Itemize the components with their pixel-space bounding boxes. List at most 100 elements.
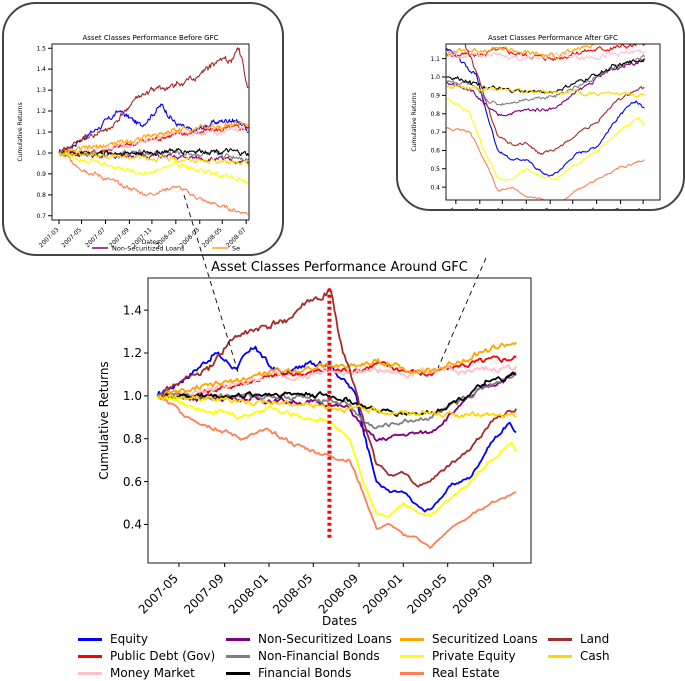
series-line-public-debt-gov (157, 355, 517, 400)
y-axis-label: Cumulative Returns (411, 92, 418, 151)
legend-label: Equity (110, 632, 148, 646)
legend-swatch (400, 671, 424, 675)
series-line-financial-bonds (156, 371, 517, 417)
partial-legend-label: Se (232, 245, 240, 253)
y-tick-label: 0.5 (430, 166, 440, 173)
legend-item-non-securitized-loans: Non-Securitized Loans (226, 632, 392, 646)
partial-legend-label: Non-Securitized Loans (112, 245, 185, 253)
x-tick-label: 2007-09 (181, 571, 226, 616)
series-line-private-equity (58, 152, 249, 185)
series-line-equity (156, 345, 517, 513)
series-line-equity (446, 47, 645, 177)
legend-label: Land (580, 632, 610, 646)
y-tick-label: 1.4 (36, 66, 46, 73)
series-line-money-market (156, 363, 518, 399)
series-line-cash (156, 394, 517, 419)
legend-item-public-debt: Public Debt (Gov) (78, 649, 215, 663)
series-line-equity (58, 103, 249, 154)
x-tick-label: 2008-05 (270, 571, 315, 616)
legend-swatch (78, 637, 102, 641)
legend-item-real-estate: Real Estate (400, 666, 500, 680)
legend-item-money-market: Money Market (78, 666, 195, 680)
y-tick-label: 1.3 (36, 87, 46, 94)
legend-swatch (78, 671, 102, 675)
x-tick-label: 2009-05 (404, 571, 449, 616)
series-line-money-market (58, 125, 249, 156)
series-line-land (464, 44, 645, 155)
legend-label: Private Equity (432, 649, 516, 663)
legend-label: Financial Bonds (258, 666, 352, 680)
y-tick-label: 0.4 (430, 184, 440, 191)
after-gfc-chart: Asset Classes Performance After GFC 0.4 0.… (411, 34, 661, 209)
plot-after: Asset Classes Performance After GFC 0.4 0.… (411, 34, 661, 209)
series-line-securitized-loans (157, 341, 517, 399)
y-tick-label: 0.8 (123, 432, 142, 446)
legend-item-land: Land (548, 632, 609, 646)
zoom-connector-right (437, 257, 487, 369)
y-tick-label: 0.8 (36, 192, 46, 199)
legend-swatch (548, 654, 572, 658)
legend-label: Non-Securitized Loans (258, 632, 392, 646)
legend-label: Money Market (110, 666, 195, 680)
legend-item-securitized-loans: Securitized Loans (400, 632, 538, 646)
legend-item-equity: Equity (78, 632, 148, 646)
chart-title: Asset Classes Performance After GFC (488, 34, 618, 42)
x-tick-label: 2007-05 (136, 571, 181, 616)
series-group (156, 287, 518, 549)
series-line-land (156, 287, 517, 488)
legend-label: Real Estate (432, 666, 500, 680)
series-line-securitized-loans (446, 44, 597, 60)
legend-label: Cash (580, 649, 610, 663)
legend-swatch (548, 637, 572, 641)
legend-item-private-equity: Private Equity (400, 649, 516, 663)
series-line-land (58, 47, 249, 157)
chart-title: Asset Classes Performance Around GFC (211, 260, 468, 275)
legend-item-non-financial-bonds: Non-Financial Bonds (226, 649, 380, 663)
legend-label: Public Debt (Gov) (110, 649, 216, 663)
y-tick-label: 1.2 (123, 346, 142, 360)
y-tick-label: 0.6 (123, 475, 142, 489)
legend-swatch (400, 637, 424, 641)
chart-title: Asset Classes Performance Before GFC (83, 34, 219, 42)
y-tick-label: 0.4 (123, 518, 142, 532)
x-tick-label: 2008-09 (316, 571, 361, 616)
series-line-cash (58, 151, 249, 167)
legend-label: Securitized Loans (432, 632, 538, 646)
legend-swatch (78, 654, 102, 658)
y-tick-label: 1.2 (36, 108, 46, 115)
legend-swatch (400, 654, 424, 658)
y-tick-label: 1.0 (36, 150, 46, 157)
y-axis-label: Cumulative Returns (97, 361, 111, 479)
y-tick-label: 1.0 (430, 74, 440, 81)
series-line-real-estate (446, 126, 645, 200)
legend-item-financial-bonds: Financial Bonds (226, 666, 351, 680)
partial-legend: Non-Securitized Loans Se (92, 245, 240, 253)
legend-item-cash: Cash (548, 649, 610, 663)
x-axis-label: Dates (142, 239, 159, 246)
y-tick-label: 1.4 (123, 303, 142, 317)
y-tick-label: 0.7 (430, 129, 440, 136)
y-tick-label: 0.9 (430, 92, 440, 99)
axes-frame (147, 277, 532, 564)
x-tick-label: 2008-01 (226, 571, 271, 616)
series-line-private-equity (446, 97, 645, 181)
y-tick-label: 0.9 (36, 171, 46, 178)
y-tick-label: 1.0 (123, 389, 142, 403)
y-tick-label: 0.8 (430, 111, 440, 118)
zoom-connector-left (183, 194, 239, 373)
series-group (58, 47, 249, 215)
series-group (446, 44, 646, 200)
x-axis-label: Dates (322, 614, 357, 628)
zoom-panel-after-gfc: Asset Classes Performance After GFC 0.4 0.… (396, 2, 685, 211)
series-line-private-equity (156, 395, 517, 518)
series-line-money-market (446, 49, 645, 62)
y-axis-label: Cumulative Returns (17, 102, 24, 161)
y-tick-label: 1.1 (36, 129, 46, 136)
axes-frame (445, 43, 661, 201)
series-line-cash (446, 84, 645, 98)
y-tick-label: 1.1 (430, 56, 440, 63)
zoom-panel-before-gfc: Asset Classes Performance Before GFC 0.7 0… (2, 2, 284, 256)
legend-swatch (226, 671, 250, 675)
legend-swatch (226, 637, 250, 641)
